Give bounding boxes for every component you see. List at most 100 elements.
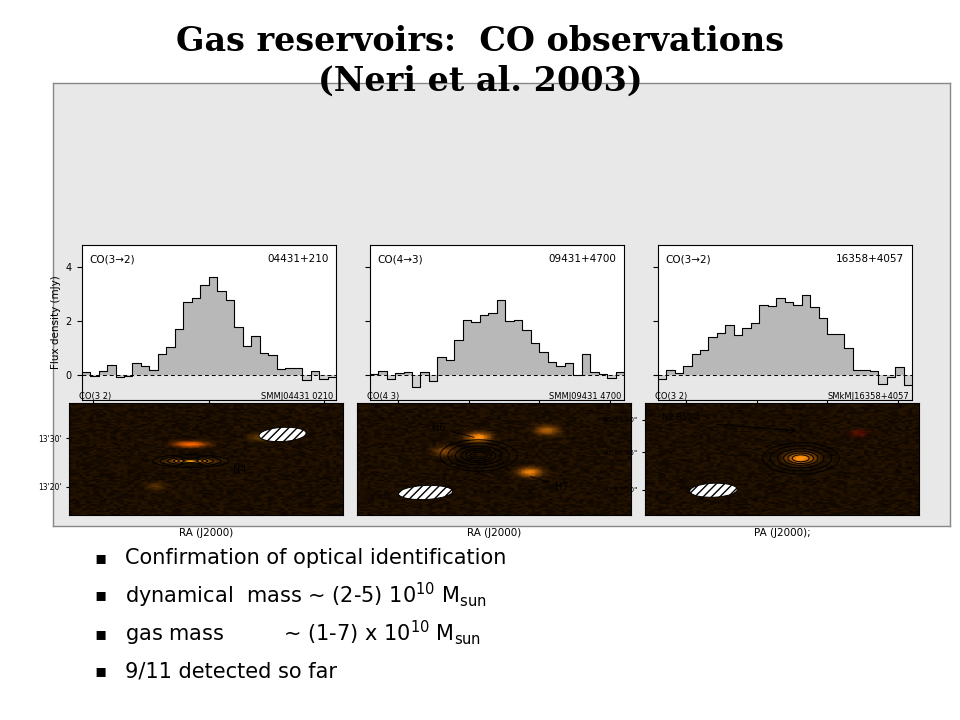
Bar <box>463 320 471 375</box>
Bar <box>302 375 311 380</box>
Text: H6: H6 <box>432 423 474 437</box>
Text: CO(3 2): CO(3 2) <box>79 392 111 401</box>
Bar <box>99 371 108 375</box>
Bar <box>878 375 887 384</box>
Bar <box>734 336 742 375</box>
Bar <box>759 305 768 375</box>
Bar <box>150 370 157 375</box>
Bar <box>489 312 497 375</box>
Bar <box>166 347 175 375</box>
Text: ▪: ▪ <box>95 662 107 680</box>
Bar <box>217 291 226 375</box>
Text: CO(3 2): CO(3 2) <box>655 392 687 401</box>
Ellipse shape <box>398 485 452 500</box>
Bar <box>708 336 717 375</box>
Text: 04431+210: 04431+210 <box>267 254 328 264</box>
Bar <box>108 365 115 375</box>
Ellipse shape <box>259 427 306 441</box>
Bar <box>429 375 438 381</box>
X-axis label: LSR velocity (km/s): LSR velocity (km/s) <box>158 422 259 432</box>
Text: ▪: ▪ <box>95 624 107 642</box>
Text: Confirmation of optical identification: Confirmation of optical identification <box>125 548 506 568</box>
Bar <box>412 375 420 387</box>
Text: 09431+4700: 09431+4700 <box>548 254 616 264</box>
Text: SMMJ09431 4700: SMMJ09431 4700 <box>549 392 621 401</box>
Bar <box>802 294 810 375</box>
Bar <box>294 369 302 375</box>
Bar <box>768 306 777 375</box>
Bar <box>115 375 124 377</box>
Bar <box>531 343 540 375</box>
Bar <box>514 320 522 375</box>
Bar <box>700 351 708 375</box>
Bar <box>615 372 624 375</box>
Text: ▪: ▪ <box>95 549 107 567</box>
Bar <box>243 346 252 375</box>
Text: ▪: ▪ <box>95 586 107 605</box>
Bar <box>285 369 294 375</box>
Bar <box>82 375 336 400</box>
Bar <box>691 354 700 375</box>
Bar <box>497 300 505 375</box>
Text: CO(4 3): CO(4 3) <box>367 392 399 401</box>
Text: Gas reservoirs:  CO observations: Gas reservoirs: CO observations <box>176 25 784 58</box>
Bar <box>684 366 691 375</box>
Text: SMkMJ16358+4057: SMkMJ16358+4057 <box>828 392 909 401</box>
Bar <box>268 355 276 375</box>
Bar <box>852 370 861 375</box>
Y-axis label: Flux density (mJy): Flux density (mJy) <box>52 275 61 369</box>
X-axis label: LSR velocity (km/s): LSR velocity (km/s) <box>446 422 547 432</box>
Bar <box>201 285 209 375</box>
Bar <box>183 302 192 375</box>
Bar <box>810 307 819 375</box>
Bar <box>319 375 327 379</box>
Bar <box>599 374 607 375</box>
Bar <box>556 366 564 375</box>
Text: 16358+4057: 16358+4057 <box>836 254 904 264</box>
Bar <box>209 277 217 375</box>
Bar <box>259 353 268 375</box>
Text: dynamical  mass ~ (2-5) 10$^{10}$ M$_{\rm sun}$: dynamical mass ~ (2-5) 10$^{10}$ M$_{\rm… <box>125 581 487 610</box>
Bar <box>861 371 870 375</box>
Bar <box>717 333 726 375</box>
Bar <box>564 363 573 375</box>
Text: CO(3→2): CO(3→2) <box>665 254 710 264</box>
Bar <box>844 348 852 375</box>
Bar <box>675 373 684 375</box>
Bar <box>396 373 403 375</box>
Bar <box>590 372 599 375</box>
Text: N4: N4 <box>233 465 247 475</box>
Bar <box>582 354 590 375</box>
Bar <box>141 366 150 375</box>
Bar <box>90 375 99 376</box>
Bar <box>370 374 378 375</box>
Bar <box>658 375 912 400</box>
Text: N2 850 4: N2 850 4 <box>662 413 700 422</box>
Bar <box>445 360 454 375</box>
Text: (Neri et al. 2003): (Neri et al. 2003) <box>318 65 642 98</box>
Bar <box>454 340 463 375</box>
Bar <box>420 372 429 375</box>
Bar <box>387 375 396 379</box>
Bar <box>378 372 387 375</box>
Bar <box>742 328 751 375</box>
Bar <box>819 318 828 375</box>
Bar <box>828 334 836 375</box>
Text: H7: H7 <box>531 477 569 492</box>
Bar <box>226 300 234 375</box>
Text: CO(3→2): CO(3→2) <box>89 254 134 264</box>
Bar <box>157 354 166 375</box>
Bar <box>403 372 412 375</box>
Bar <box>547 361 556 375</box>
Bar <box>607 375 615 378</box>
X-axis label: LSR velocity (km/s): LSR velocity (km/s) <box>734 422 835 432</box>
Bar <box>793 305 802 375</box>
Bar <box>311 372 319 375</box>
Bar <box>124 375 132 377</box>
Text: PA (J2000);: PA (J2000); <box>754 528 810 538</box>
Text: gas mass         ~ (1-7) x 10$^{10}$ M$_{\rm sun}$: gas mass ~ (1-7) x 10$^{10}$ M$_{\rm sun… <box>125 619 481 648</box>
Ellipse shape <box>689 483 737 498</box>
Bar <box>751 323 759 375</box>
Text: 9/11 detected so far: 9/11 detected so far <box>125 661 337 681</box>
Bar <box>192 298 201 375</box>
